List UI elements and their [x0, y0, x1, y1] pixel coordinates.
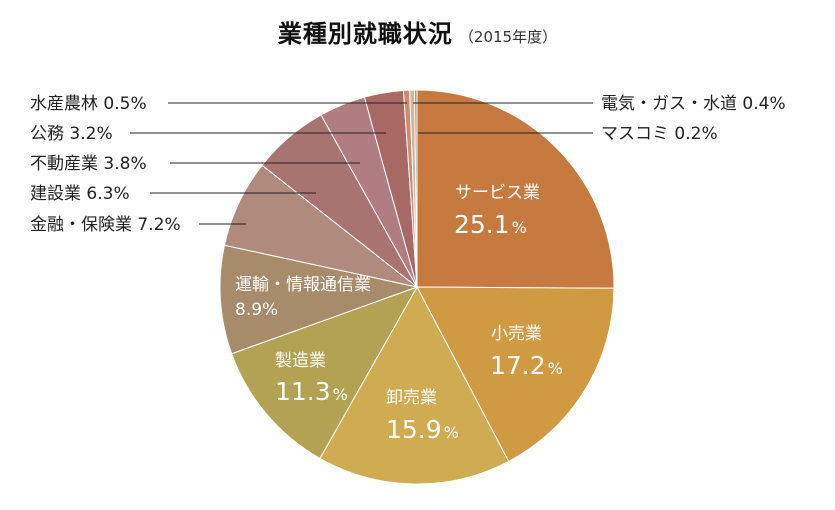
external-label: マスコミ 0.2%: [601, 124, 718, 144]
external-label: 電気・ガス・水道 0.4%: [601, 94, 786, 114]
slice-unit: %: [444, 423, 459, 442]
pie-slice: [416, 286, 615, 463]
slice-label-value: 17.2%: [490, 351, 563, 380]
slice-label-name: 運輸・情報通信業: [235, 275, 371, 295]
chart-title-wrap: 業種別就職状況 （2015年度）: [0, 14, 835, 49]
slice-label-name: 製造業: [275, 351, 326, 371]
slice-label-value: 15.9%: [386, 415, 459, 444]
slice-label-name: 卸売業: [386, 388, 437, 408]
chart-subtitle: （2015年度）: [458, 28, 558, 46]
slice-label-name: 小売業: [491, 324, 542, 344]
pie-slice: [416, 89, 615, 289]
pie-slice: [231, 286, 419, 460]
pie-slice: [414, 89, 418, 288]
slice-label-value: 11.3%: [275, 377, 348, 406]
external-label: 建設業 6.3%: [30, 184, 130, 204]
external-label: 水産農林 0.5%: [30, 94, 147, 114]
pie-slices: [219, 89, 615, 485]
pie-slice: [319, 285, 510, 485]
leader-lines: [130, 102, 593, 225]
external-label: 不動産業 3.8%: [30, 154, 147, 174]
slice-value: 15.9: [386, 415, 442, 444]
slice-label-value: 25.1%: [454, 210, 527, 239]
slice-value: 17.2: [490, 351, 546, 380]
slice-value: 25.1: [454, 210, 510, 239]
slice-unit: %: [512, 218, 527, 237]
slice-unit: %: [333, 385, 348, 404]
external-label: 金融・保険業 7.2%: [30, 215, 181, 235]
slice-unit: %: [548, 359, 563, 378]
slice-value: 11.3: [275, 377, 331, 406]
slice-label-value: 8.9%: [235, 300, 278, 320]
external-label: 公務 3.2%: [30, 124, 113, 144]
slice-label-name: サービス業: [455, 183, 540, 203]
chart-title: 業種別就職状況: [277, 20, 453, 48]
pie-slice: [219, 244, 419, 355]
